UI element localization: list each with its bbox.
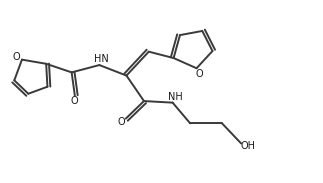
Text: OH: OH	[241, 141, 256, 151]
Text: HN: HN	[94, 54, 108, 64]
Text: NH: NH	[168, 92, 182, 102]
Text: O: O	[12, 52, 20, 62]
Text: O: O	[118, 117, 125, 127]
Text: O: O	[70, 96, 78, 106]
Text: O: O	[196, 69, 203, 79]
